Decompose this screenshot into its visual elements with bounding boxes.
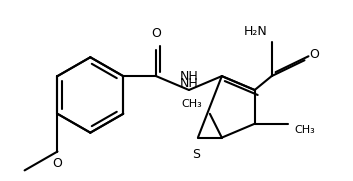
Text: NH: NH [180, 77, 198, 90]
Text: S: S [192, 148, 200, 161]
Text: H₂N: H₂N [244, 25, 268, 38]
Text: CH₃: CH₃ [294, 125, 315, 135]
Text: O: O [310, 48, 319, 61]
Text: NH: NH [180, 70, 198, 83]
Text: O: O [53, 157, 62, 171]
Text: CH₃: CH₃ [181, 99, 202, 109]
Text: O: O [151, 27, 161, 40]
